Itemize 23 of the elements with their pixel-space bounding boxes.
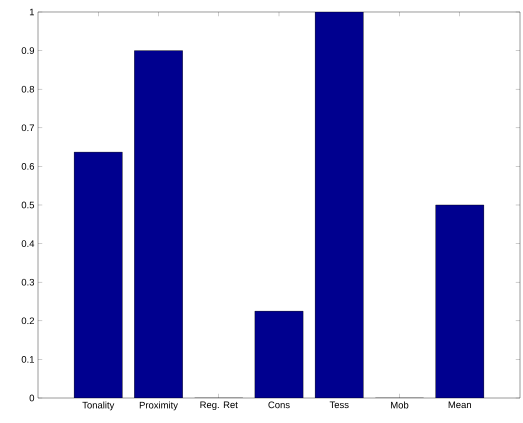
- y-tick-label: 0.8: [22, 86, 34, 93]
- x-tick-label: Proximity: [140, 402, 178, 410]
- bar: [134, 50, 183, 398]
- x-tick-label: Tess: [330, 402, 349, 408]
- bar: [435, 204, 484, 398]
- bar: [74, 152, 122, 398]
- y-tick-label: 0.2: [22, 317, 34, 324]
- y-tick-label: 0: [30, 394, 34, 402]
- y-tick-label: 0.9: [22, 47, 34, 54]
- y-tick-label: 0.6: [22, 163, 34, 170]
- y-tick-label: 0.7: [22, 124, 34, 132]
- x-tick-label: Tonality: [82, 402, 114, 410]
- y-tick-label: 0.5: [22, 202, 34, 208]
- y-tick-label: 0.4: [22, 240, 34, 247]
- y-tick-label: 0.1: [22, 356, 34, 363]
- x-tick-label: Reg. Ret: [200, 402, 238, 410]
- x-tick-label: Mean: [448, 402, 471, 408]
- y-tick-label: 1: [30, 8, 34, 16]
- bar: [254, 311, 304, 398]
- y-tick-label: 0.3: [22, 278, 34, 286]
- x-tick-label: Mob: [391, 402, 408, 408]
- x-tick-label: Cons: [268, 402, 290, 408]
- bar: [315, 12, 364, 398]
